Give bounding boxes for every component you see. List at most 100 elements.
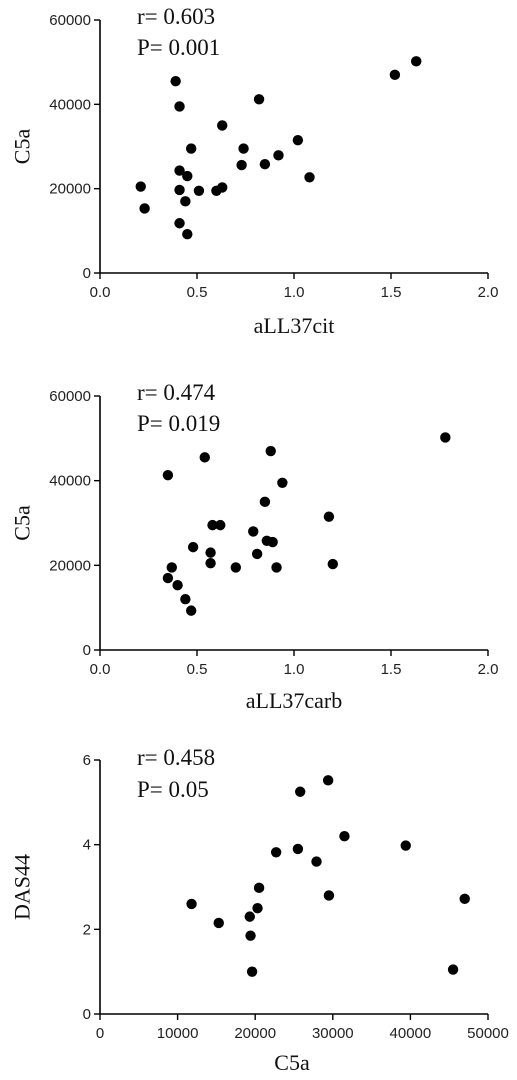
x-tick-label: 0	[96, 1025, 104, 1042]
data-point	[267, 536, 278, 548]
data-point	[162, 469, 174, 481]
data-point	[459, 893, 470, 905]
data-point	[230, 562, 241, 573]
data-point	[238, 143, 249, 154]
x-tick-label: 1.0	[284, 284, 305, 301]
data-point	[185, 143, 197, 154]
data-point	[411, 56, 422, 67]
data-point	[327, 558, 338, 570]
data-point	[217, 182, 228, 193]
data-point	[311, 856, 322, 867]
data-point	[259, 159, 271, 170]
y-tick-label: 20000	[49, 181, 91, 198]
data-point	[205, 558, 216, 569]
x-tick-label: 1.5	[381, 661, 402, 678]
data-point	[217, 120, 228, 131]
data-point	[248, 526, 259, 537]
scatter-panel-3: 0 2 4 6 0 10000 20000 30000 40000 50000 C5a DAS44 r=…	[10, 745, 509, 1075]
y-tick-label: 20000	[49, 557, 91, 574]
x-tick-label: 0.0	[90, 661, 111, 678]
x-tick-label: 2.0	[478, 284, 499, 301]
x-tick-label: 1.0	[284, 661, 305, 678]
correlation-r-label: r= 0.458	[137, 745, 215, 770]
scatter-panel-2: 0 20000 40000 60000 0.0 0.5 1.0 1.5 2.0 aLL37carb…	[10, 380, 499, 713]
data-point	[322, 775, 334, 786]
data-point	[182, 229, 193, 240]
data-point	[292, 134, 304, 146]
data-point	[162, 572, 174, 584]
data-point	[187, 541, 199, 553]
x-tick-label: 2.0	[478, 661, 499, 678]
y-tick-label: 4	[83, 837, 91, 854]
y-tick-label: 40000	[49, 96, 91, 113]
y-tick-label: 2	[83, 921, 91, 938]
data-point	[251, 548, 263, 560]
data-point	[259, 496, 271, 508]
data-point	[265, 445, 276, 457]
data-point	[400, 840, 411, 851]
y-tick-label: 0	[83, 1006, 91, 1023]
p-value-label: P= 0.001	[137, 35, 220, 60]
y-axis-title: C5a	[10, 129, 35, 165]
data-point	[440, 432, 451, 443]
data-point	[186, 898, 197, 910]
x-tick-label: 10000	[157, 1025, 199, 1042]
data-point	[185, 605, 197, 616]
correlation-r-label: r= 0.474	[137, 380, 216, 405]
data-point	[323, 511, 335, 522]
data-point	[253, 882, 265, 894]
x-tick-label: 0.0	[90, 284, 111, 301]
x-tick-label: 30000	[312, 1025, 354, 1042]
x-tick-label: 0.5	[187, 661, 208, 678]
data-point	[295, 786, 306, 797]
data-point	[135, 181, 146, 192]
data-point	[304, 172, 315, 183]
x-tick-label: 0.5	[187, 284, 208, 301]
data-point	[253, 94, 265, 105]
data-point	[246, 966, 258, 977]
x-tick-label: 40000	[390, 1025, 432, 1042]
y-tick-label: 6	[83, 752, 91, 769]
p-value-label: P= 0.019	[137, 411, 220, 436]
x-tick-label: 50000	[467, 1025, 509, 1042]
x-axis-title: aLL37cit	[254, 313, 335, 338]
x-axis-title: C5a	[274, 1050, 310, 1075]
data-point	[244, 911, 255, 922]
data-point	[273, 150, 284, 161]
data-point	[271, 562, 282, 573]
x-axis-title: aLL37carb	[246, 688, 343, 713]
data-point	[199, 452, 210, 463]
data-point	[207, 519, 218, 531]
data-point	[245, 930, 256, 941]
data-point	[166, 562, 177, 573]
y-tick-label: 60000	[49, 12, 91, 29]
y-tick-label: 60000	[49, 388, 91, 405]
data-point	[389, 69, 401, 81]
p-value-label: P= 0.05	[137, 777, 209, 802]
data-point	[174, 101, 185, 112]
data-point	[139, 203, 150, 214]
correlation-r-label: r= 0.603	[137, 4, 215, 29]
data-point	[270, 847, 282, 858]
data-point	[339, 831, 350, 842]
y-axis-title: C5a	[10, 505, 35, 541]
data-point	[447, 964, 459, 975]
data-point	[193, 185, 205, 196]
y-tick-label: 0	[83, 642, 91, 659]
data-point	[236, 159, 247, 171]
data-point	[215, 519, 226, 531]
data-point	[174, 218, 185, 229]
data-point	[292, 843, 304, 855]
data-point	[182, 170, 193, 182]
data-point	[180, 594, 191, 605]
data-point	[205, 547, 216, 558]
data-point	[277, 477, 288, 488]
data-point	[213, 917, 224, 929]
x-tick-label: 20000	[234, 1025, 276, 1042]
y-tick-label: 0	[83, 265, 91, 282]
x-tick-label: 1.5	[381, 284, 402, 301]
y-tick-label: 40000	[49, 473, 91, 490]
data-point	[323, 890, 335, 901]
data-point	[172, 580, 183, 591]
